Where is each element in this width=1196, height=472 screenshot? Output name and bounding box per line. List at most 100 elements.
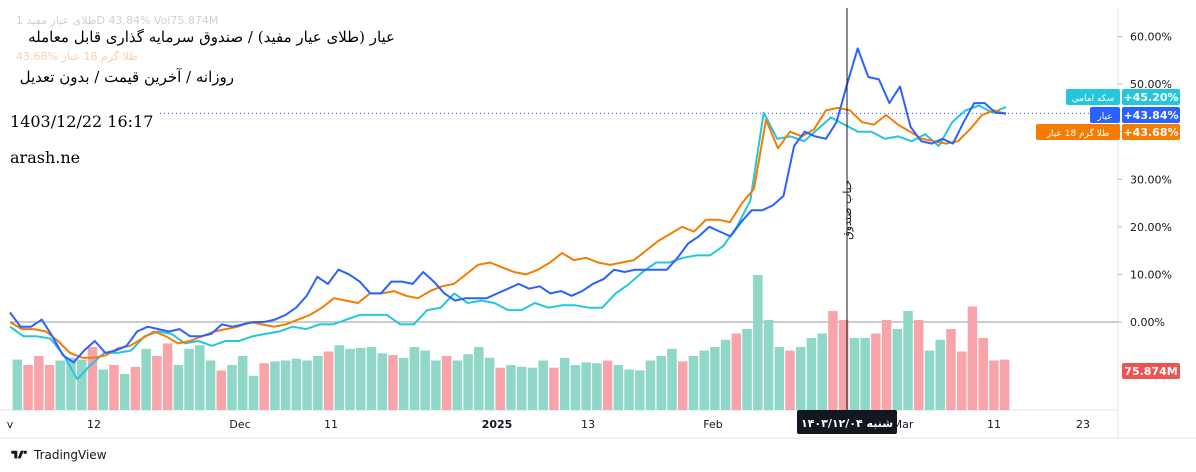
volume-bar	[388, 355, 398, 410]
volume-bar	[76, 359, 87, 410]
volume-bar	[592, 363, 602, 410]
volume-bar	[881, 320, 892, 410]
volume-bar	[677, 361, 688, 410]
x-tick-label: Feb	[703, 418, 722, 431]
volume-bar	[420, 350, 430, 410]
volume-bar	[903, 311, 913, 410]
volume-value-label: 75.874M	[1124, 365, 1177, 378]
volume-bar	[248, 375, 259, 410]
volume-bar	[956, 351, 967, 410]
chart-subtitle: روزانه / آخرین قیمت / بدون تعدیل	[19, 68, 234, 86]
crosshair-event-label: حباب صندوق	[841, 180, 854, 240]
gold18-line	[9, 106, 1007, 359]
series-value-badge	[1122, 89, 1180, 105]
volume-bar	[635, 370, 645, 410]
y-tick-label: 60.00%	[1130, 31, 1172, 44]
volume-bar	[280, 360, 291, 410]
series-value-label: +43.68%	[1123, 126, 1178, 139]
volume-bar	[141, 348, 151, 410]
volume-bar	[559, 357, 570, 410]
x-tick-label: Dec	[229, 418, 250, 431]
volume-bar	[506, 365, 516, 410]
volume-bar	[12, 359, 23, 410]
volume-bar	[227, 365, 237, 410]
volume-bar	[184, 348, 194, 410]
volume-bar	[645, 360, 656, 410]
crosshair-date-box	[797, 410, 897, 434]
y-tick-label: 10.00%	[1130, 268, 1172, 281]
volume-bar	[581, 362, 591, 410]
volume-bar	[763, 320, 774, 410]
volume-bar	[237, 356, 248, 410]
volume-bar	[753, 275, 763, 410]
volume-bar	[345, 348, 355, 410]
volume-bar	[914, 320, 924, 410]
volume-bar	[452, 360, 463, 410]
volume-bar	[817, 333, 827, 410]
volume-bar	[398, 357, 409, 410]
volume-bar	[720, 339, 731, 410]
volume-bar	[109, 365, 119, 410]
volume-bar	[334, 345, 345, 410]
volume-bar	[667, 348, 677, 410]
series-name-badge	[1036, 124, 1120, 140]
volume-bar	[785, 350, 795, 410]
volume-bar	[55, 360, 66, 410]
volume-bar	[838, 320, 849, 410]
volume-bar	[66, 357, 76, 410]
tradingview-logo-icon	[11, 450, 27, 459]
volume-bar	[291, 358, 302, 410]
x-tick-label: Mar	[893, 418, 914, 431]
series-value-label: +43.84%	[1123, 109, 1178, 122]
volume-bar	[302, 360, 312, 410]
volume-bar	[23, 365, 33, 410]
volume-bar	[173, 365, 184, 410]
volume-bar	[742, 329, 752, 410]
volume-bar	[656, 356, 667, 410]
series-name-label: عیار	[1096, 112, 1112, 122]
volume-bar	[967, 306, 978, 410]
volume-bar	[806, 338, 817, 410]
volume-bar	[710, 347, 720, 410]
series-name-label: سکه امامی	[1072, 94, 1115, 104]
volume-bar	[119, 374, 130, 410]
ayar-line	[9, 47, 1007, 364]
legend-faded-line-1: طلای عیار مفید 1D 43.84% Vol75.874M	[16, 14, 219, 27]
x-tick-label: 12	[87, 418, 101, 431]
volume-bar	[216, 370, 227, 410]
volume-bar	[989, 360, 999, 410]
tradingview-brand[interactable]: TradingView	[10, 446, 107, 464]
volume-bar	[602, 360, 613, 410]
volume-bar	[924, 350, 935, 410]
volume-bar	[463, 354, 473, 410]
x-tick-label: v	[7, 418, 14, 431]
volume-bar	[935, 339, 946, 410]
volume-bar	[688, 356, 699, 410]
volume-bar	[699, 350, 709, 410]
volume-bar	[98, 369, 108, 410]
volume-bar	[162, 343, 173, 410]
x-tick-label: 23	[1076, 418, 1090, 431]
volume-bar	[871, 333, 881, 410]
coin-line	[9, 104, 1007, 381]
volume-bar	[538, 360, 548, 410]
volume-bar	[313, 356, 323, 410]
x-tick-label: 11	[324, 418, 338, 431]
tradingview-brand-label: TradingView	[34, 448, 107, 462]
series-value-label: +45.20%	[1123, 91, 1178, 104]
y-tick-label: 0.00%	[1130, 316, 1165, 329]
x-tick-label: 13	[581, 418, 595, 431]
volume-bar	[431, 360, 441, 410]
y-tick-label: 30.00%	[1130, 173, 1172, 186]
volume-bar	[495, 367, 506, 410]
y-tick-label: 50.00%	[1130, 78, 1172, 91]
volume-bar	[978, 338, 988, 410]
volume-bar	[205, 360, 216, 410]
volume-value-badge	[1122, 363, 1180, 379]
chart-title: عیار (طلای عیار مفید) / صندوق سرمایه گذا…	[28, 28, 395, 46]
volume-bar	[549, 367, 559, 410]
volume-bar	[484, 357, 495, 410]
volume-bar	[152, 356, 162, 410]
volume-bar	[270, 361, 280, 410]
